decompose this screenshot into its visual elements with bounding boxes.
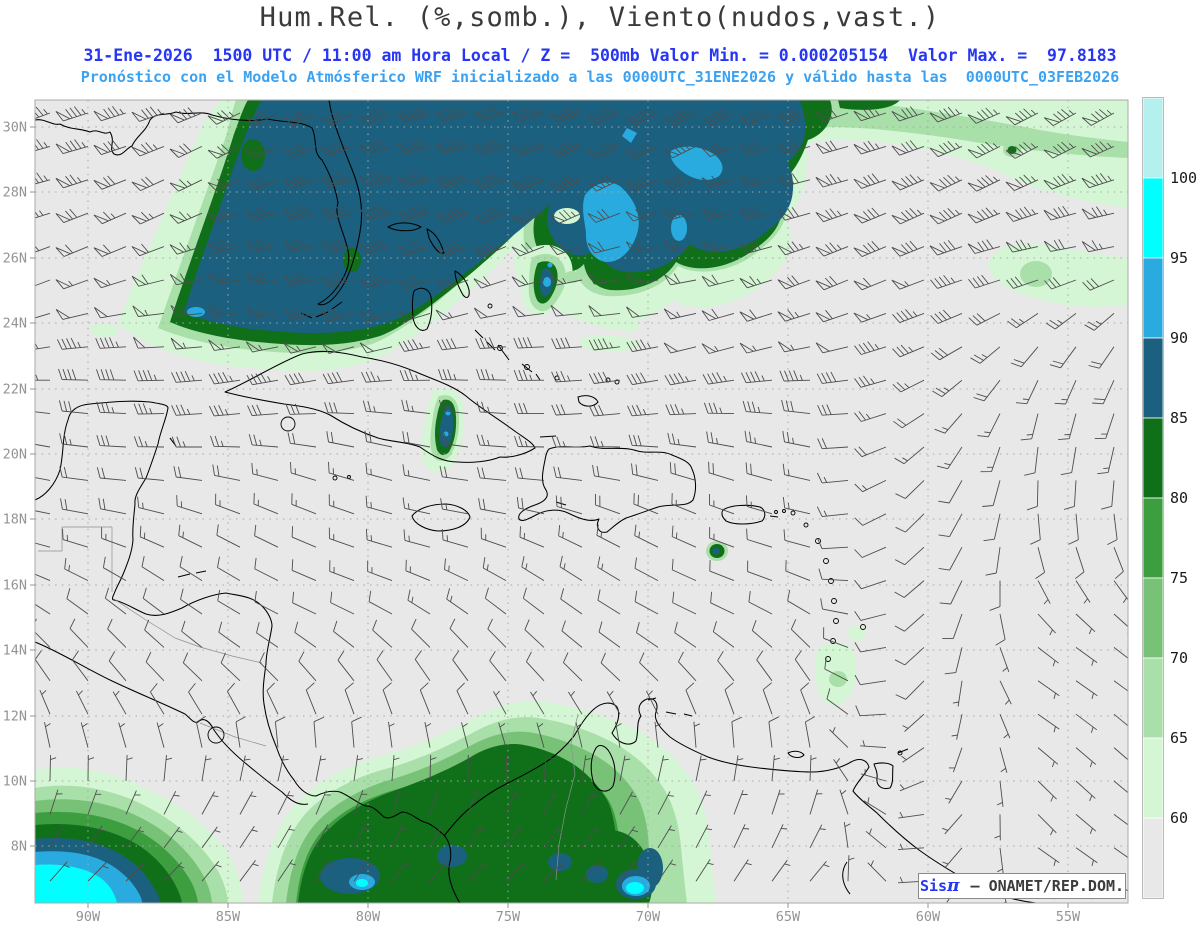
colorbar-label: 95 — [1170, 249, 1188, 267]
colorbar-label: 80 — [1170, 489, 1188, 507]
lon-label: 90W — [76, 909, 101, 925]
credit-pi-icon: π — [947, 876, 960, 896]
lon-label: 80W — [356, 909, 381, 925]
credit-text: – ONAMET/REP.DOM. — [961, 877, 1125, 895]
lat-label: 20N — [3, 447, 27, 463]
lat-label: 24N — [3, 316, 27, 332]
axis-labels: 30N 28N 26N 24N 22N 20N 18N 16N 14N 12N 10N 8N 90W 85… — [3, 120, 1081, 926]
wind-barbs — [35, 106, 1128, 903]
colorbar-label: 85 — [1170, 409, 1188, 427]
lon-label: 65W — [776, 909, 801, 925]
credit-brand: Sis — [919, 877, 948, 895]
lon-label: 70W — [636, 909, 661, 925]
coastlines — [35, 100, 1037, 903]
valid-time-line: 31-Ene-2026 1500 UTC / 11:00 am Hora Loc… — [83, 46, 1117, 65]
lat-label: 30N — [3, 120, 27, 136]
lon-label: 85W — [216, 909, 241, 925]
lat-label: 16N — [3, 578, 27, 594]
lon-label: 55W — [1056, 909, 1081, 925]
colorbar-label: 90 — [1170, 329, 1188, 347]
lon-label: 60W — [916, 909, 941, 925]
lat-lon-grid — [35, 100, 1128, 903]
colorbar-label: 70 — [1170, 649, 1188, 667]
lat-label: 10N — [3, 774, 27, 790]
lat-label: 18N — [3, 512, 27, 528]
lat-label: 26N — [3, 251, 27, 267]
lat-label: 14N — [3, 643, 27, 659]
lat-label: 8N — [11, 839, 27, 855]
model-info-line: Pronóstico con el Modelo Atmósferico WRF… — [80, 68, 1120, 86]
colorbar-label: 60 — [1170, 809, 1188, 827]
page-title: Hum.Rel. (%,somb.), Viento(nudos,vast.) — [259, 2, 941, 33]
map-frame — [34, 99, 1129, 904]
colorbar-label: 75 — [1170, 569, 1188, 587]
lat-label: 22N — [3, 382, 27, 398]
humidity-colorbar: 100 95 90 85 80 75 70 65 60 — [1142, 97, 1197, 899]
credit-box: Sis π – ONAMET/REP.DOM. — [918, 873, 1126, 899]
colorbar-label: 65 — [1170, 729, 1188, 747]
lat-label: 28N — [3, 185, 27, 201]
colorbar-label: 100 — [1170, 169, 1197, 187]
lon-label: 75W — [496, 909, 521, 925]
humidity-shading — [35, 100, 1128, 903]
lat-label: 12N — [3, 709, 27, 725]
